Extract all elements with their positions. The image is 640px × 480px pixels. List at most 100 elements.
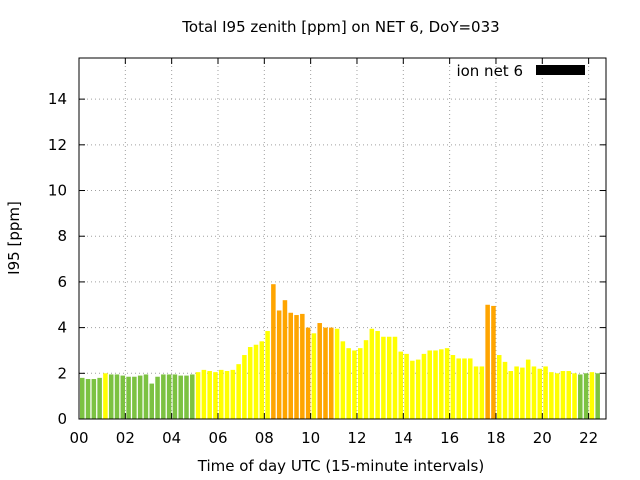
bar — [155, 376, 160, 419]
bar — [595, 373, 600, 419]
bar — [369, 328, 375, 419]
bar — [288, 312, 293, 419]
bar — [491, 305, 496, 419]
bar — [184, 375, 189, 419]
x-tick-label: 22 — [579, 429, 598, 447]
plot-frame — [78, 57, 607, 420]
bar — [271, 284, 276, 419]
bar — [514, 366, 519, 419]
bar — [375, 331, 380, 419]
bar — [462, 358, 467, 419]
x-tick-label: 20 — [533, 429, 552, 447]
x-tick-label: 02 — [116, 429, 135, 447]
bar — [525, 359, 531, 419]
y-tick-label: 0 — [57, 410, 67, 428]
bar — [259, 341, 265, 419]
bar — [166, 374, 172, 419]
bar — [172, 374, 178, 419]
x-tick-label: 18 — [486, 429, 505, 447]
bar — [161, 374, 166, 419]
bar — [427, 350, 432, 419]
bar — [178, 375, 183, 419]
bar — [334, 328, 340, 419]
bar — [496, 355, 502, 419]
bar — [357, 348, 363, 419]
legend-label: ion net 6 — [456, 62, 523, 80]
bar — [473, 366, 479, 419]
bar — [195, 372, 201, 419]
bar — [468, 358, 473, 419]
y-tick-label: 4 — [57, 319, 67, 337]
x-tick-label: 06 — [208, 429, 227, 447]
bar — [97, 377, 102, 419]
bar — [120, 375, 126, 419]
y-axis-label: I95 [ppm] — [5, 201, 23, 275]
bar — [386, 336, 392, 419]
y-tick-label: 2 — [57, 364, 67, 382]
bar — [311, 333, 317, 419]
bar — [456, 358, 461, 419]
bar — [329, 327, 334, 419]
bar — [415, 359, 421, 419]
y-tick-label: 10 — [48, 182, 67, 200]
bar — [80, 377, 85, 419]
bar — [578, 374, 583, 419]
bar — [190, 374, 195, 419]
bar — [247, 347, 253, 419]
bar — [149, 383, 155, 419]
bar — [230, 369, 236, 419]
bar — [346, 348, 351, 419]
bar — [485, 304, 490, 419]
legend: ion net 6 — [456, 62, 585, 80]
bar — [132, 376, 137, 419]
bar — [265, 331, 270, 419]
y-tick-label: 12 — [48, 136, 67, 154]
bar — [236, 364, 241, 419]
legend-swatch — [536, 65, 585, 75]
bar — [103, 373, 108, 419]
x-tick-label: 08 — [255, 429, 274, 447]
bar — [444, 348, 450, 419]
bar — [108, 374, 114, 419]
bar — [201, 369, 207, 419]
bars-group — [80, 284, 600, 419]
bar — [300, 313, 305, 419]
bar — [224, 371, 230, 419]
bar — [276, 310, 282, 419]
bar — [583, 373, 589, 419]
bar — [508, 371, 514, 419]
x-tick-label: 16 — [440, 429, 459, 447]
bar — [352, 350, 357, 419]
bar — [450, 355, 456, 419]
grid-lines — [79, 58, 606, 419]
x-tick-label: 00 — [69, 429, 88, 447]
bar — [572, 373, 577, 419]
bar — [502, 361, 508, 419]
bar — [323, 327, 328, 419]
bar — [421, 353, 427, 419]
bar — [554, 373, 560, 419]
bar — [531, 366, 537, 419]
x-tick-label: 14 — [394, 429, 413, 447]
bar — [242, 355, 247, 419]
bar — [410, 360, 415, 419]
bar — [520, 367, 525, 419]
bar — [143, 374, 149, 419]
bar — [282, 300, 288, 419]
bar — [213, 372, 218, 419]
bar — [404, 353, 409, 419]
x-tick-label: 12 — [347, 429, 366, 447]
bar — [253, 344, 259, 419]
bar — [549, 372, 554, 419]
bar — [566, 371, 571, 419]
x-tick-label: 04 — [162, 429, 181, 447]
y-tick-label: 8 — [57, 227, 67, 245]
bar — [392, 336, 398, 419]
bar — [433, 350, 438, 419]
bar — [363, 340, 369, 419]
bar — [126, 376, 131, 419]
y-tick-label: 6 — [57, 273, 67, 291]
bar — [340, 341, 346, 419]
